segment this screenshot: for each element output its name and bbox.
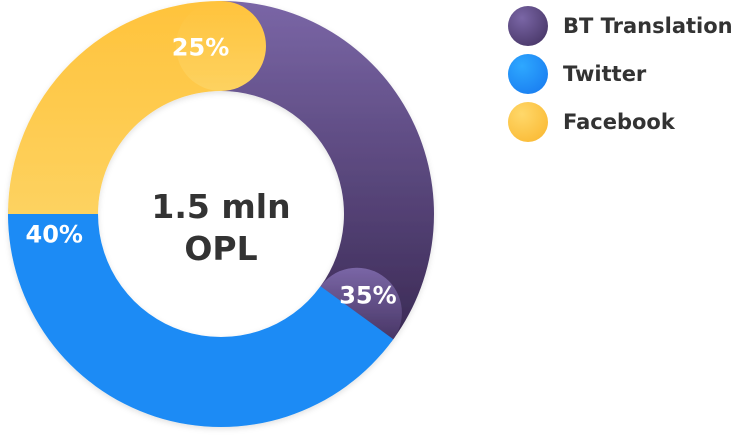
legend-label-twitter: Twitter — [563, 62, 647, 86]
slice-facebook — [8, 1, 221, 214]
legend-swatch-twitter — [508, 54, 548, 94]
legend-item-bt-translation: BT Translation — [508, 6, 733, 46]
slice-label-twitter: 40% — [26, 220, 83, 248]
legend-label-bt-translation: BT Translation — [563, 14, 733, 38]
center-label-line-1: 1.5 mln — [151, 187, 290, 226]
legend-label-facebook: Facebook — [563, 110, 675, 134]
legend-item-twitter: Twitter — [508, 54, 733, 94]
donut-slices — [8, 1, 435, 428]
donut-slice-labels: 35% 40% 25% — [26, 33, 397, 309]
legend-swatch-facebook — [508, 102, 548, 142]
legend-swatch-bt-translation — [508, 6, 548, 46]
slice-bt-translation — [221, 1, 435, 340]
slice-label-bt-translation: 35% — [339, 281, 396, 309]
slice-facebook-cap — [176, 1, 266, 91]
legend-item-facebook: Facebook — [508, 102, 733, 142]
donut-chart-svg: 35% 40% 25% 1.5 mln OPL — [8, 1, 435, 428]
legend: BT Translation Twitter Facebook — [508, 6, 733, 150]
slice-twitter — [8, 214, 394, 428]
slice-label-facebook: 25% — [172, 33, 229, 61]
center-label-line-2: OPL — [184, 229, 257, 268]
